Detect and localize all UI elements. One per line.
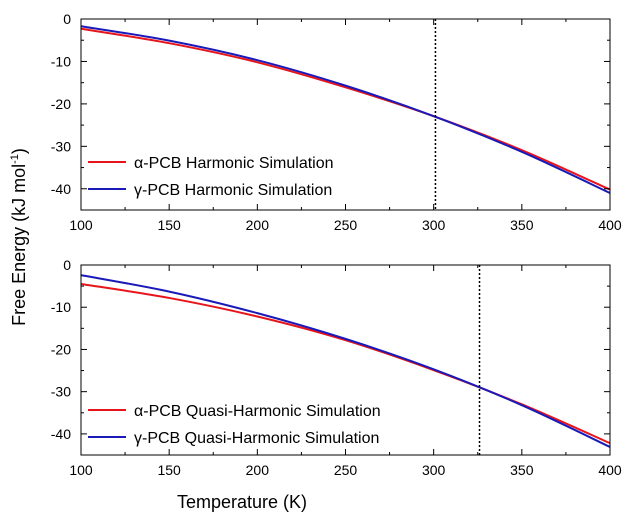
series-line-1 <box>80 274 611 448</box>
legend-label-1: γ-PCB Harmonic Simulation <box>134 182 332 199</box>
plot-frame <box>80 264 611 456</box>
y-tick-label: -20 <box>51 96 71 112</box>
y-tick-label: 0 <box>63 11 71 27</box>
x-axis-title: Temperature (K) <box>177 492 307 512</box>
panel-harmonic: 100 150 200 250 300 350 400 0 -10 -20 -30 -40 α-PCB … <box>51 11 622 233</box>
x-tick-label: 400 <box>598 462 622 478</box>
x-tick-label: 100 <box>69 462 93 478</box>
legend-label-1: γ-PCB Quasi-Harmonic Simulation <box>134 430 379 447</box>
y-tick-label: -30 <box>51 384 71 400</box>
x-tick-label: 400 <box>598 217 622 233</box>
legend-label-0: α-PCB Harmonic Simulation <box>134 155 334 172</box>
x-tick-label: 250 <box>334 462 358 478</box>
x-tick-label: 350 <box>510 217 534 233</box>
y-tick-label: -20 <box>51 341 71 357</box>
legend-label-0: α-PCB Quasi-Harmonic Simulation <box>134 403 381 420</box>
y-tick-label: -40 <box>51 426 71 442</box>
y-tick-label: -10 <box>51 299 71 315</box>
y-tick-label: -10 <box>51 53 71 69</box>
x-tick-label: 300 <box>422 217 446 233</box>
x-tick-label: 250 <box>334 217 358 233</box>
y-tick-label: -30 <box>51 138 71 154</box>
y-axis-title: Free Energy (kJ mol-1) <box>9 148 29 326</box>
y-tick-label: 0 <box>63 257 71 273</box>
panel-quasi-harmonic: 100 150 200 250 300 350 400 0 -10 -20 -30 -40 α-PCB … <box>51 257 622 478</box>
series-line-1 <box>80 25 611 194</box>
x-tick-label: 350 <box>510 462 534 478</box>
x-tick-label: 200 <box>246 462 270 478</box>
y-tick-label: -40 <box>51 181 71 197</box>
series-line-0 <box>80 27 611 191</box>
x-tick-label: 150 <box>157 217 181 233</box>
x-tick-label: 100 <box>69 217 93 233</box>
x-tick-label: 150 <box>157 462 181 478</box>
x-tick-label: 200 <box>246 217 270 233</box>
x-tick-label: 300 <box>422 462 446 478</box>
